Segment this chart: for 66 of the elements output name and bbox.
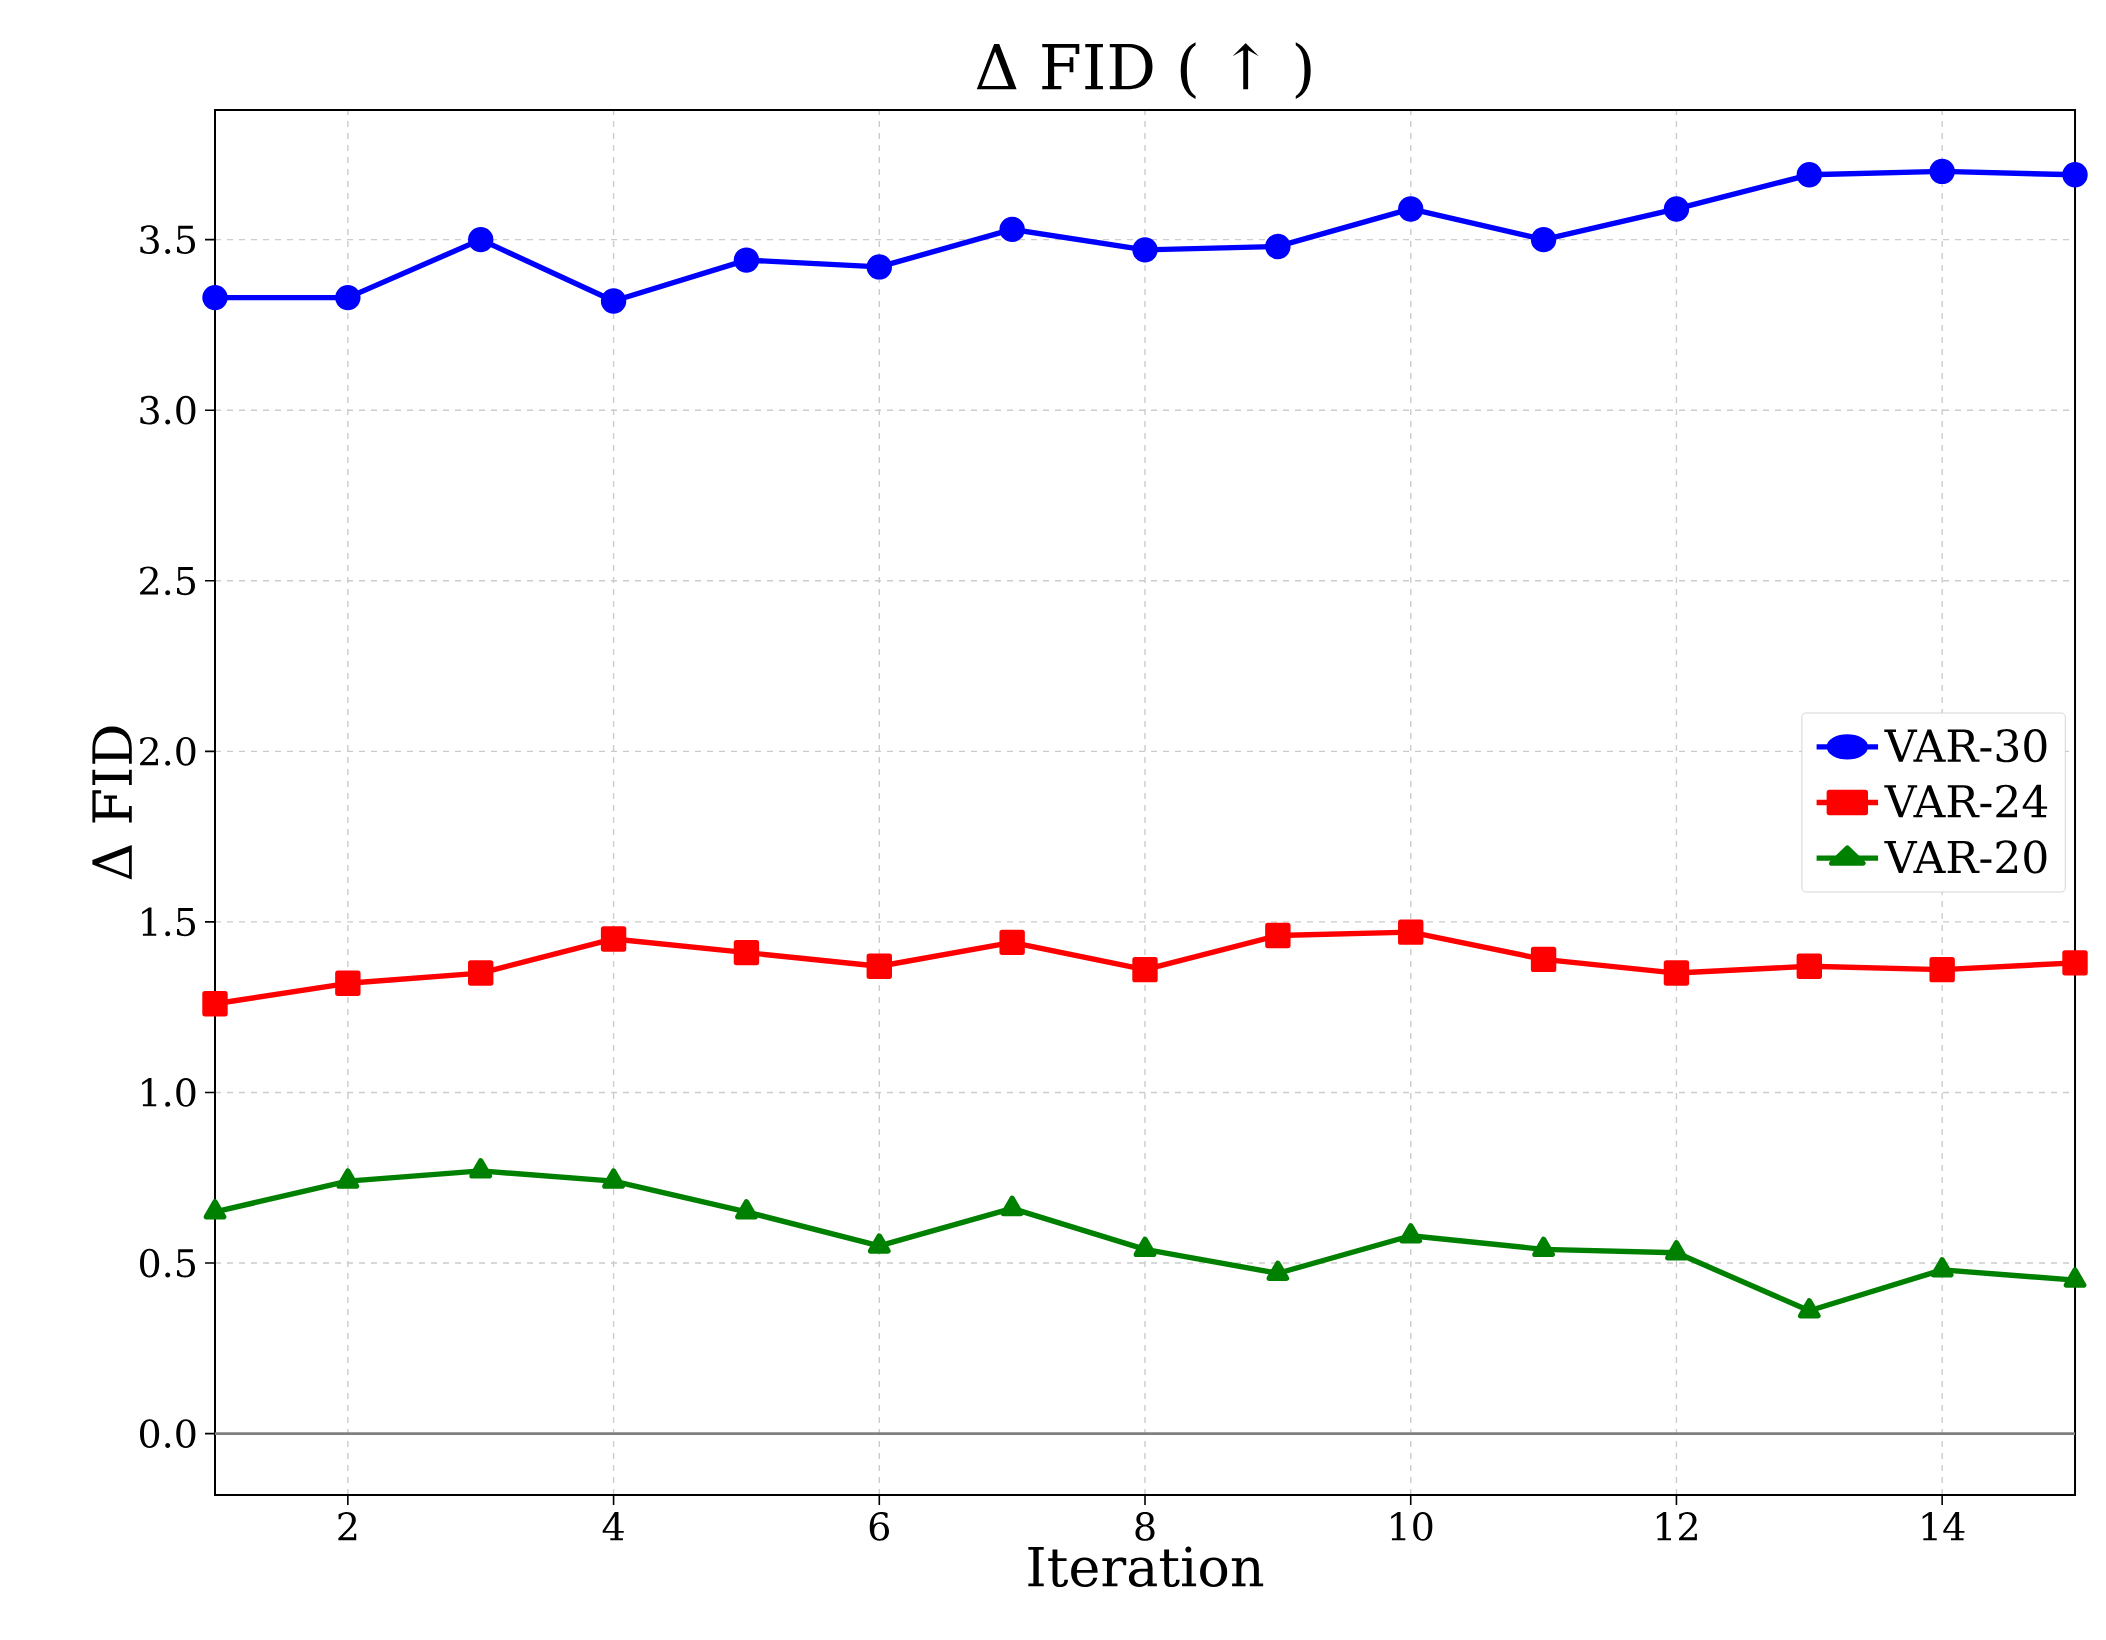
y-tick-label: 0.5: [140, 1248, 195, 1278]
y-tick-label: 1.0: [142, 1078, 196, 1107]
point: [468, 960, 494, 986]
point: [469, 1158, 493, 1179]
point: [1398, 196, 1424, 222]
x-tick-label: 12: [1656, 1512, 1697, 1541]
x-tick-label: 8: [1135, 1512, 1155, 1541]
point: [600, 288, 627, 314]
point: [335, 970, 361, 996]
point: [1663, 196, 1690, 222]
point: [867, 1233, 891, 1254]
y-tick-label: 3.0: [140, 395, 196, 425]
point: [1663, 960, 1690, 986]
point: [1398, 919, 1424, 945]
point: [602, 1168, 625, 1189]
point: [1132, 956, 1158, 983]
point: [202, 991, 228, 1017]
y-tick-label: 3.5: [140, 225, 195, 254]
point: [1265, 922, 1291, 949]
point: [1532, 1236, 1555, 1258]
point: [202, 284, 228, 311]
point: [1797, 1298, 1821, 1319]
point: [1530, 226, 1557, 253]
y-tick-label: 0.0: [140, 1419, 196, 1448]
point: [2062, 950, 2088, 976]
point: [735, 1199, 758, 1220]
point: [1930, 1257, 1954, 1278]
point: [2062, 162, 2088, 188]
y-tick-label: 2.5: [140, 566, 195, 596]
point: [336, 1168, 360, 1189]
point: [1133, 1236, 1157, 1258]
point: [1530, 946, 1557, 973]
chart-title: Δ FID ( ↑ ): [976, 42, 1311, 99]
point: [1929, 158, 1955, 185]
point: [468, 226, 494, 253]
point: [1929, 956, 1955, 983]
point: [1132, 237, 1158, 263]
point: [1266, 1260, 1290, 1281]
x-tick-label: 10: [1391, 1512, 1433, 1541]
point: [999, 929, 1025, 956]
x-tick-label: 2: [338, 1512, 357, 1541]
point: [1665, 1240, 1688, 1261]
x-tick-label: 4: [602, 1512, 624, 1541]
point: [1000, 1195, 1024, 1217]
point: [866, 254, 892, 280]
x-tick-label: 6: [869, 1512, 889, 1541]
point: [1399, 1223, 1423, 1244]
point: [600, 926, 627, 952]
x-axis-title: Iteration: [1028, 1546, 1264, 1588]
point: [733, 939, 760, 966]
legend-label: VAR-20: [1884, 840, 2047, 874]
point: [866, 953, 892, 979]
point: [999, 216, 1025, 243]
point: [203, 1199, 227, 1220]
point: [335, 284, 361, 311]
point: [733, 247, 760, 273]
y-axis-title: Δ FID: [92, 726, 132, 880]
point: [1796, 953, 1822, 979]
y-tick-label: 2.0: [140, 736, 196, 766]
point: [1796, 162, 1822, 188]
x-tick-label: 14: [1922, 1512, 1965, 1541]
point: [1265, 233, 1291, 260]
legend-label: VAR-30: [1884, 729, 2047, 763]
point: [2063, 1267, 2087, 1288]
y-tick-label: 1.5: [142, 907, 195, 937]
legend-label: VAR-24: [1884, 784, 2048, 818]
